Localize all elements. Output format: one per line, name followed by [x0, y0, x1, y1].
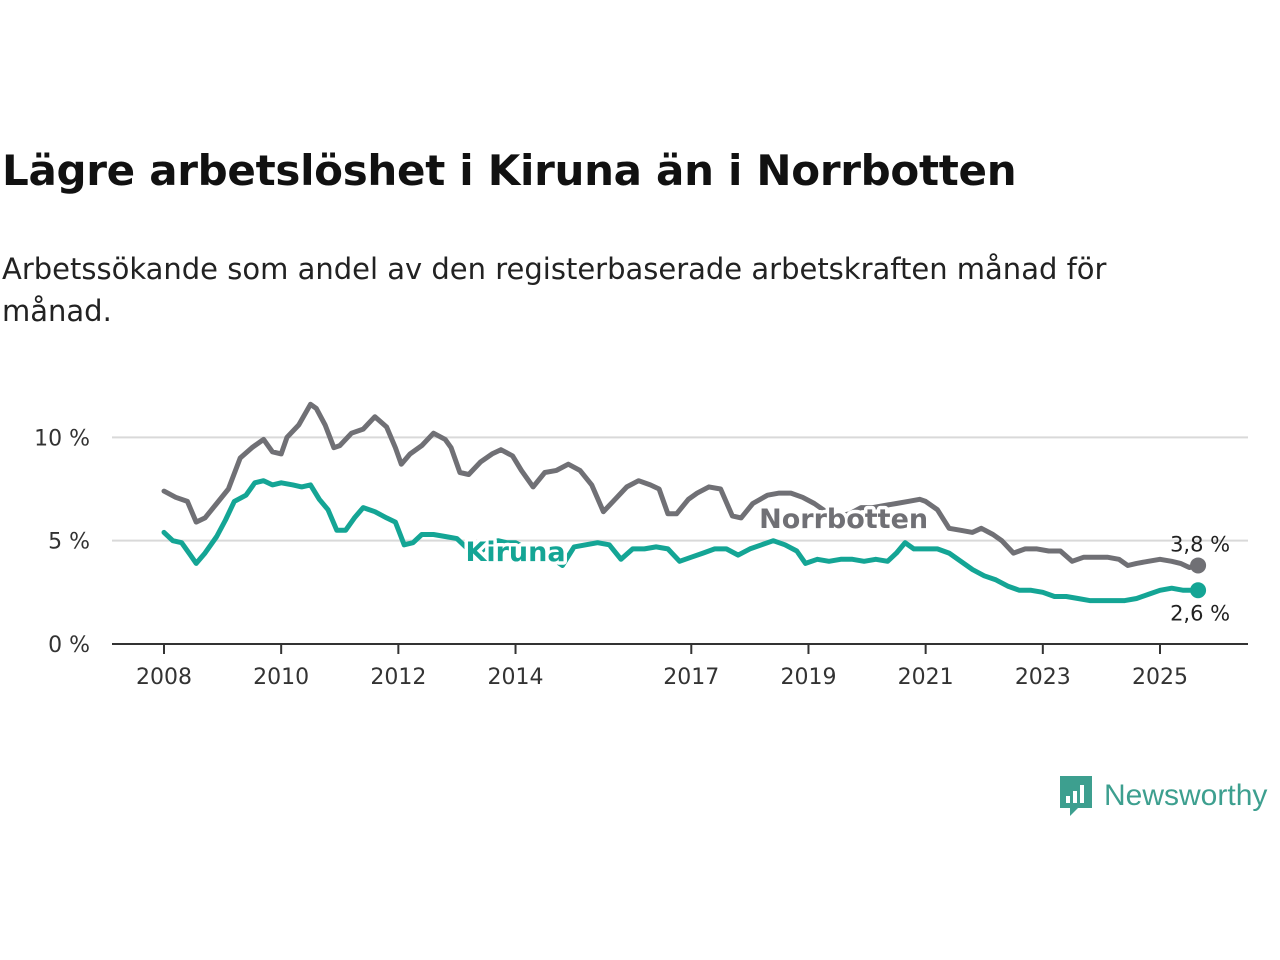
- newsworthy-logo[interactable]: Newsworthy: [1058, 774, 1267, 818]
- y-tick-label: 0 %: [48, 633, 90, 658]
- x-tick-label: 2021: [898, 665, 954, 690]
- end-value-label-kiruna: 2,6 %: [1170, 601, 1230, 625]
- end-point-kiruna: [1190, 582, 1207, 599]
- end-point-norrbotten: [1190, 557, 1207, 574]
- series-lines: [161, 401, 1207, 604]
- brand-name: Newsworthy: [1104, 779, 1268, 812]
- x-tick-label: 2008: [136, 665, 192, 690]
- series-labels: 3,8 % 2,6 % Norrbotten Kiruna: [462, 500, 1230, 625]
- x-tick-label: 2023: [1015, 665, 1071, 690]
- series-line-kiruna: [161, 478, 1201, 604]
- axes: 0 % 5 % 10 % 2008 2010 2012 2014 2017 2019 2021 20…: [34, 426, 1248, 690]
- x-tick-label: 2025: [1132, 665, 1188, 690]
- series-line-norrbotten: [161, 401, 1201, 570]
- chart-title: Lägre arbetslöshet i Kiruna än i Norrbot…: [2, 146, 1017, 195]
- gridlines: [112, 436, 1248, 542]
- line-chart: 0 % 5 % 10 % 2008 2010 2012 2014 2017 2019 2021 20…: [34, 401, 1248, 690]
- x-tick-label: 2010: [253, 665, 309, 690]
- end-value-label-norrbotten: 3,8 %: [1170, 532, 1230, 556]
- series-name-label-norrbotten: Norrbotten: [759, 504, 928, 535]
- x-tick-label: 2014: [488, 665, 544, 690]
- bar-chart-icon: [1060, 776, 1092, 816]
- chart-subtitle: Arbetssökande som andel av den registerb…: [2, 252, 1107, 328]
- y-tick-label: 10 %: [34, 426, 90, 451]
- series-name-label-kiruna: Kiruna: [465, 537, 565, 568]
- y-tick-label: 5 %: [48, 530, 90, 555]
- x-tick-label: 2012: [370, 665, 426, 690]
- x-tick-label: 2019: [780, 665, 836, 690]
- x-tick-label: 2017: [663, 665, 719, 690]
